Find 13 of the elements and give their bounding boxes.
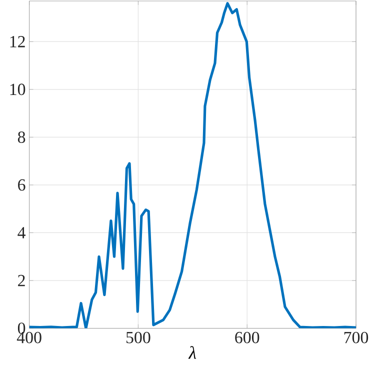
- y-tick-label: 10: [10, 84, 26, 96]
- x-tick-label: 500: [126, 332, 150, 344]
- y-tick-label: 6: [18, 179, 26, 191]
- y-tick-label: 8: [18, 131, 26, 143]
- x-tick-label: 700: [344, 332, 368, 344]
- y-tick-label: 12: [10, 36, 25, 48]
- x-axis-title: λ: [188, 346, 196, 359]
- x-tick-label: 400: [16, 332, 42, 344]
- y-tick-label: 0: [18, 322, 26, 334]
- line-series: [29, 2, 356, 328]
- y-tick-label: 2: [18, 274, 25, 286]
- y-tick-label: 4: [18, 227, 26, 238]
- x-tick-label: 600: [235, 332, 260, 344]
